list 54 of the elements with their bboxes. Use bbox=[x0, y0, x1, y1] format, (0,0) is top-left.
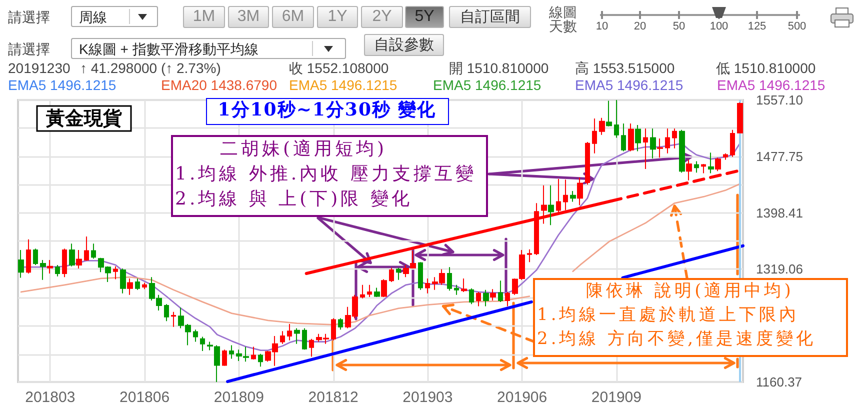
text: 線圖天數 bbox=[549, 4, 578, 34]
text: EMA5 1496.1215 bbox=[717, 76, 826, 94]
text: 500 bbox=[788, 20, 806, 34]
x-tick-label: 201909 bbox=[591, 389, 642, 406]
dropdown: 周線 bbox=[71, 6, 158, 27]
y-tick-label: 1477.75 bbox=[756, 148, 803, 164]
x-tick-label: 201803 bbox=[25, 389, 76, 406]
annotation: 二胡妹(適用短均) bbox=[220, 138, 388, 160]
button: 自訂區間 bbox=[449, 6, 531, 28]
button: 1M bbox=[183, 6, 225, 28]
y-tick-label: 1557.10 bbox=[756, 92, 803, 108]
button: 自設參數 bbox=[364, 34, 444, 56]
text: 高 1553.515000 bbox=[575, 60, 675, 76]
text: ↑ 41.298000 (↑ 2.73%) bbox=[80, 60, 221, 76]
note-box: 1分10秒~1分30秒 變化 bbox=[206, 98, 449, 125]
text: 收 1552.108000 bbox=[289, 60, 389, 76]
x-tick-label: 201903 bbox=[402, 389, 453, 406]
text: 低 1510.810000 bbox=[716, 60, 816, 76]
x-tick-label: 201809 bbox=[214, 389, 264, 406]
x-tick-label: 201806 bbox=[120, 389, 170, 406]
text: EMA5 1496.1215 bbox=[8, 76, 116, 94]
x-tick-label: 201812 bbox=[308, 389, 358, 406]
x-tick-label: 201906 bbox=[497, 389, 548, 406]
text: 請選擇 bbox=[8, 40, 50, 58]
text: 20 bbox=[634, 20, 646, 34]
text: 50 bbox=[672, 20, 686, 34]
note-box: 二胡妹(適用短均) 1.均線 外推.內收 壓力支撐互變 2.均線 與 上(下)限 變化 bbox=[171, 135, 488, 217]
dropdown: K線圖 + 指數平滑移動平均線 bbox=[71, 38, 346, 59]
annotation: 1.均線一直處於軌道上下限內 bbox=[537, 305, 800, 326]
annotation: 1.均線 外推.內收 壓力支撐互變 bbox=[175, 164, 476, 186]
annotation: 2.均線 與 上(下)限 變化 bbox=[175, 188, 412, 210]
text: EMA5 1496.1215 bbox=[289, 76, 398, 94]
y-tick-label: 1398.41 bbox=[756, 205, 803, 220]
y-tick-label: 1319.06 bbox=[756, 262, 803, 277]
annotation: 1分10秒~1分30秒 變化 bbox=[218, 100, 436, 122]
text: 請選擇 bbox=[8, 8, 50, 26]
button: 1Y bbox=[317, 6, 358, 28]
button: 6M bbox=[272, 6, 314, 28]
text: EMA20 1438.6790 bbox=[161, 76, 277, 94]
annotation: 陳依琳 說明(適用中均) bbox=[586, 281, 794, 302]
button: 5Y bbox=[405, 6, 444, 28]
button: 3M bbox=[228, 6, 269, 28]
text: EMA5 1496.1215 bbox=[575, 76, 684, 94]
text: 125 bbox=[748, 20, 766, 34]
button: 2Y bbox=[361, 6, 403, 28]
text: EMA5 1496.1215 bbox=[433, 76, 542, 94]
note-box: 陳依琳 說明(適用中均) 1.均線一直處於軌道上下限內 2.均線 方向不變,僅是速度變化 bbox=[533, 278, 848, 357]
chart-title: 黃金現貨 bbox=[45, 108, 122, 130]
text: 100 bbox=[710, 20, 728, 34]
text: 10 bbox=[596, 20, 608, 34]
annotation: 2.均線 方向不變,僅是速度變化 bbox=[537, 329, 816, 350]
text: 20191230 bbox=[8, 60, 70, 76]
text: 開 1510.810000 bbox=[449, 60, 549, 76]
y-tick-label: 1160.37 bbox=[756, 374, 802, 390]
